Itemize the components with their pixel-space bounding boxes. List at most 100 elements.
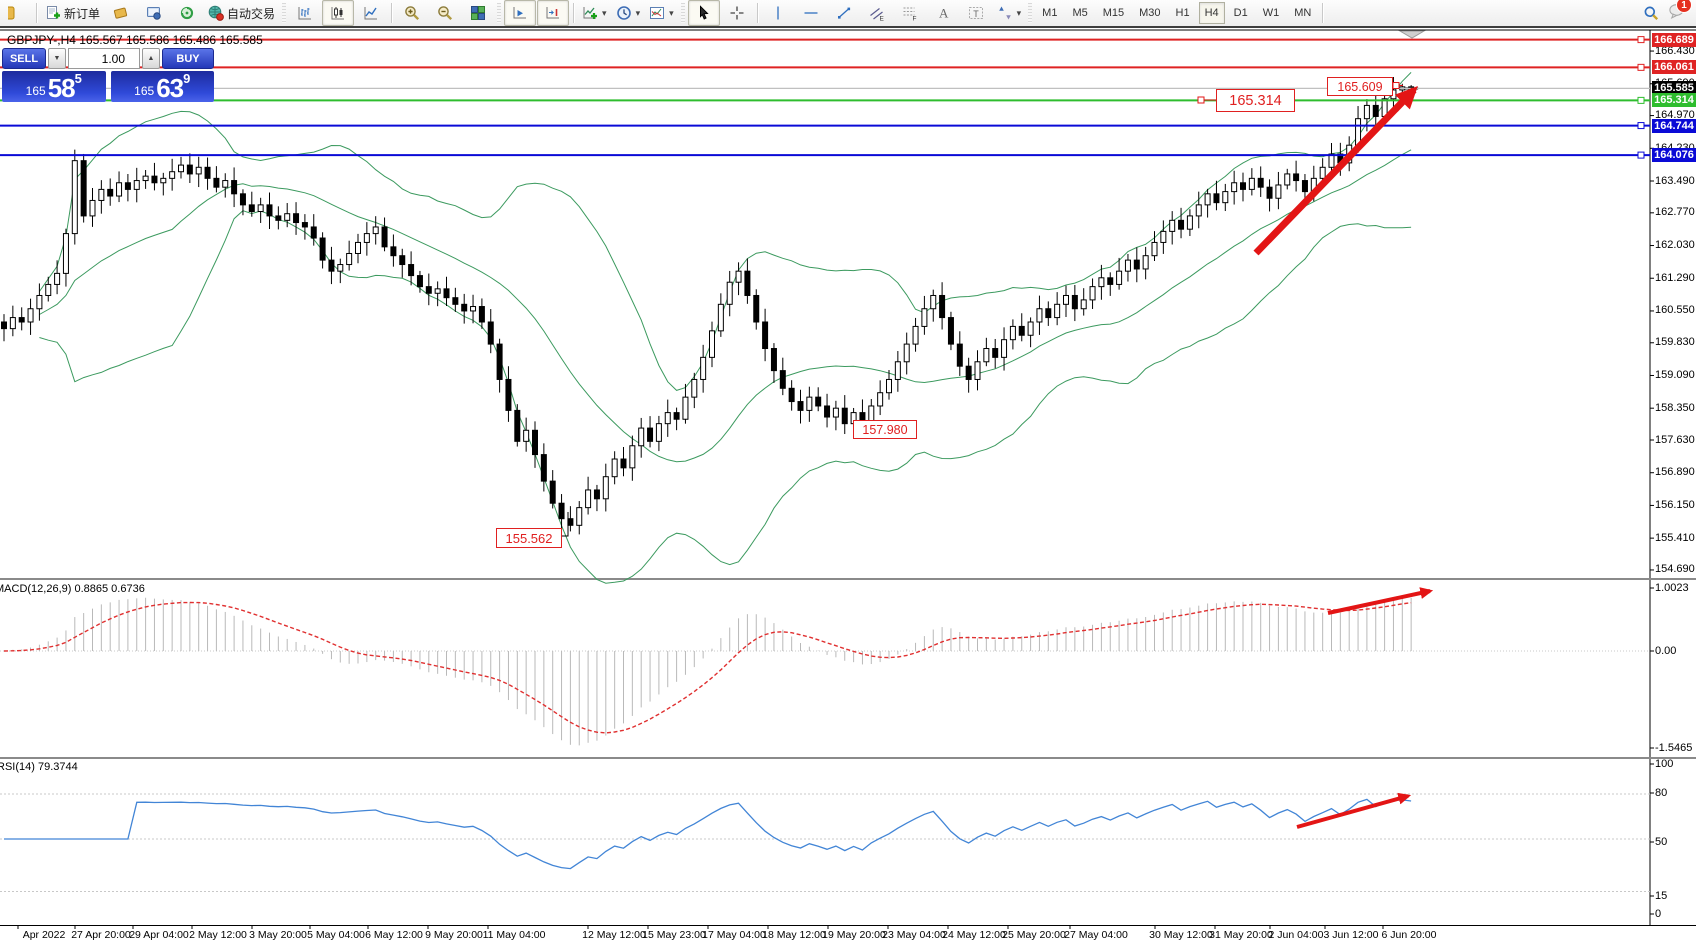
sell-button[interactable]: SELL (2, 48, 46, 69)
sell-price[interactable]: 165 58 5 (2, 71, 106, 102)
vertical-line-button[interactable] (762, 0, 794, 26)
bollinger-band-l (39, 210, 1412, 584)
rsi-axis-label: 50 (1655, 835, 1668, 848)
price-tick: 162.770 (1655, 206, 1695, 219)
alerts-icon[interactable] (171, 0, 203, 26)
timeframe-mn[interactable]: MN (1294, 7, 1312, 19)
time-label: 25 May 20:00 (1002, 929, 1066, 941)
autotrading-button[interactable]: 自动交易 (204, 0, 279, 26)
fibonacci-button[interactable]: F (894, 0, 926, 26)
add-indicator-icon (582, 5, 598, 21)
price-badge-164.076: 164.076 (1652, 148, 1696, 163)
chart-shift-marker[interactable] (1398, 30, 1426, 39)
rsi-axis-label: 15 (1655, 889, 1668, 902)
template-button-caret[interactable]: ▾ (669, 7, 674, 18)
auto-scroll-button[interactable] (504, 0, 537, 26)
text-button[interactable]: A (927, 0, 959, 26)
timeframe-m30[interactable]: M30 (1139, 7, 1161, 19)
template-icon (649, 5, 665, 21)
time-label: 3 Jun 12:00 (1323, 929, 1379, 941)
text-label-button[interactable]: T (960, 0, 992, 26)
rsi-indicator-label: RSI(14) 79.3744 (0, 761, 78, 773)
history-center-icon[interactable] (105, 0, 137, 26)
timeframe-h1[interactable]: H1 (1175, 7, 1190, 19)
price-tick: 154.690 (1655, 563, 1695, 576)
macd-indicator-label: MACD(12,26,9) 0.8865 0.6736 (0, 583, 145, 595)
price-annotation-155.562[interactable]: 155.562 (496, 528, 562, 548)
time-label: 5 May 04:00 (307, 929, 365, 941)
cursor-icon (696, 5, 712, 21)
new-order-button[interactable]: 新订单 (41, 0, 104, 26)
timeframe-m15[interactable]: M15 (1102, 7, 1125, 19)
horizontal-line-button[interactable] (795, 0, 827, 26)
period-button[interactable]: ▾ (612, 0, 645, 26)
timeframe-h4[interactable]: H4 (1198, 2, 1225, 24)
toolbar-separator (573, 3, 575, 23)
trend-arrow-main[interactable] (1253, 85, 1418, 256)
rsi-axis-label: 0 (1655, 907, 1662, 920)
notifications-button[interactable]: 1 (1668, 0, 1692, 24)
search-button[interactable] (1635, 0, 1667, 26)
time-label: 31 May 20:00 (1209, 929, 1273, 941)
bar-chart-button[interactable] (289, 0, 321, 26)
chart-shift-button[interactable] (537, 0, 570, 26)
tile-windows-button[interactable] (462, 0, 494, 26)
add-indicator-button-caret[interactable]: ▾ (602, 7, 607, 18)
bollinger-band-u (38, 72, 1412, 391)
trend-arrow-rsi[interactable] (1296, 792, 1412, 829)
text-label-icon: T (968, 5, 984, 21)
buy-button[interactable]: BUY (162, 48, 214, 69)
price-annotation-165.314[interactable]: 165.314 (1216, 89, 1295, 112)
channel-icon: E (869, 5, 885, 21)
sell-price-sup: 5 (74, 71, 82, 86)
terminal-icon[interactable] (138, 0, 170, 26)
add-indicator-button[interactable]: ▾ (578, 0, 611, 26)
candlestick-chart-icon (330, 5, 346, 21)
timeframe-d1[interactable]: D1 (1233, 7, 1248, 19)
time-label: 6 Jun 20:00 (1381, 929, 1437, 941)
bar-chart-icon (297, 5, 313, 21)
volume-increase-button[interactable]: ▲ (142, 48, 160, 69)
trend-arrow-macd[interactable] (1327, 587, 1434, 615)
timeframe-m1[interactable]: M1 (1042, 7, 1058, 19)
history-center-icon-icon (113, 5, 129, 21)
trendline-icon (836, 5, 852, 21)
template-button[interactable]: ▾ (645, 0, 678, 26)
autotrading-icon (208, 5, 224, 21)
zoom-in-button[interactable] (396, 0, 428, 26)
cursor-button[interactable] (687, 0, 720, 26)
svg-text:T: T (973, 9, 979, 19)
channel-button[interactable]: E (861, 0, 893, 26)
price-annotation-165.609[interactable]: 165.609 (1327, 77, 1393, 96)
timeframe-m5[interactable]: M5 (1072, 7, 1088, 19)
time-label: 19 May 20:00 (822, 929, 886, 941)
time-label: 2 Jun 04:00 (1268, 929, 1324, 941)
shapes-button[interactable]: ▾ (993, 0, 1026, 26)
toolbar-grip[interactable] (497, 3, 502, 23)
volume-decrease-button[interactable]: ▼ (48, 48, 66, 69)
toolbar-grip[interactable] (282, 3, 287, 23)
zoom-in-icon (404, 5, 420, 21)
price-badge-166.061: 166.061 (1652, 60, 1696, 75)
zoom-out-button[interactable] (429, 0, 461, 26)
toolbar-separator (36, 3, 37, 23)
price-tick: 166.430 (1655, 44, 1695, 57)
macd-axis-label: 0.00 (1655, 644, 1677, 657)
new-order-icon (45, 5, 61, 21)
crosshair-button[interactable] (721, 0, 753, 26)
period-button-caret[interactable]: ▾ (635, 7, 641, 18)
toolbar-grip[interactable] (680, 3, 685, 23)
buy-price[interactable]: 165 63 9 (110, 71, 214, 102)
candles (1, 76, 1415, 535)
candlestick-chart-button[interactable] (322, 0, 355, 26)
buy-price-sup: 9 (183, 71, 191, 86)
timeframe-w1[interactable]: W1 (1262, 7, 1280, 19)
price-annotation-157.980[interactable]: 157.980 (853, 420, 917, 439)
volume-input[interactable] (68, 48, 140, 69)
macd-histogram (12, 597, 1412, 746)
toolbar-grip[interactable] (1028, 3, 1033, 23)
line-chart-button[interactable] (355, 0, 387, 26)
shapes-button-caret[interactable]: ▾ (1016, 7, 1022, 18)
trendline-button[interactable] (828, 0, 860, 26)
